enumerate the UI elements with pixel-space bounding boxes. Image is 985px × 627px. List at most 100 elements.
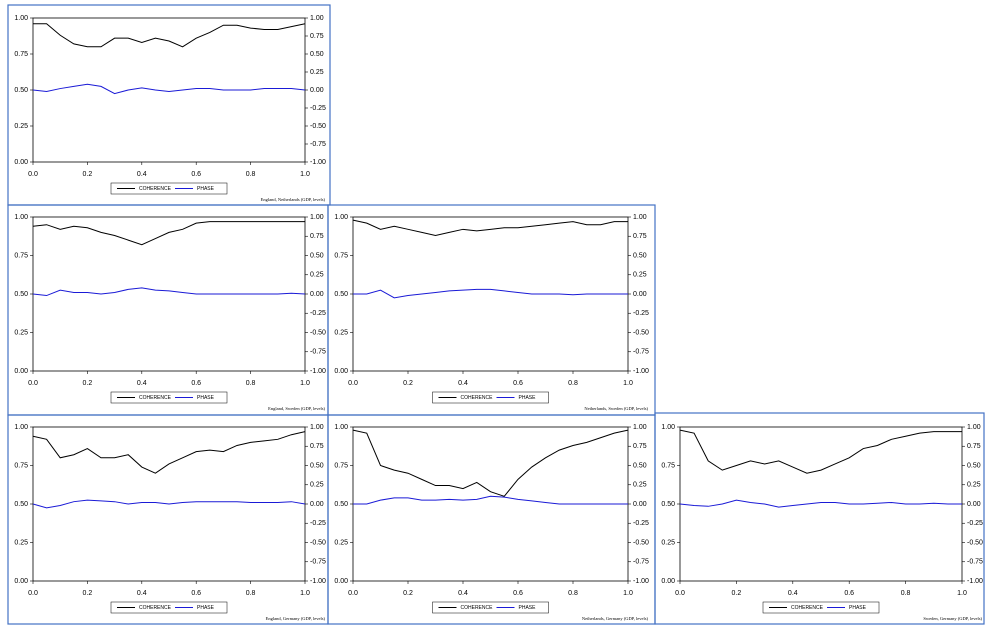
x-tick-label: 0.4	[458, 590, 468, 597]
x-tick-label: 0.6	[513, 380, 523, 387]
data-line	[353, 288, 628, 299]
x-tick-label: 0.0	[28, 380, 38, 387]
x-tick-label: 0.8	[568, 380, 578, 387]
y2-tick-label: -0.25	[310, 105, 326, 112]
y-tick-label: 1.00	[14, 15, 28, 22]
legend-label: COHERENCE	[791, 605, 824, 611]
y-tick-label: 0.50	[14, 501, 28, 508]
data-line	[352, 429, 629, 497]
legend-box	[110, 182, 228, 195]
data-line	[679, 429, 962, 474]
legend-label: COHERENCE	[139, 395, 172, 401]
y-tick-label: 0.50	[14, 291, 28, 298]
y2-tick-label: 0.50	[633, 462, 647, 469]
y-tick-label: 0.25	[14, 329, 28, 336]
y2-tick-label: 0.25	[310, 482, 324, 489]
y2-tick-label: -0.50	[633, 539, 649, 546]
x-tick-label: 0.2	[83, 171, 93, 178]
y-tick-label: 0.75	[14, 252, 28, 259]
x-tick-label: 0.8	[568, 590, 578, 597]
legend-box	[432, 391, 549, 404]
caption: Netherlands, Sweden (GDP, levels)	[584, 406, 648, 412]
caption: Sweden, Germany (GDP, levels)	[923, 616, 982, 622]
y2-tick-label: -0.75	[310, 559, 326, 566]
data-line	[33, 23, 306, 48]
x-tick-label: 1.0	[300, 171, 310, 178]
y2-tick-label: 1.00	[633, 214, 647, 221]
data-line	[352, 219, 628, 236]
y-tick-label: 0.00	[14, 159, 28, 166]
y2-tick-label: 0.50	[967, 462, 981, 469]
plot-frame	[32, 17, 306, 163]
x-tick-label: 0.6	[513, 590, 523, 597]
y-tick-label: 0.00	[661, 578, 675, 585]
y2-tick-label: -0.25	[310, 310, 326, 317]
caption: England, Netherlands (GDP, levels)	[261, 197, 326, 203]
y-tick-label: 0.50	[661, 501, 675, 508]
y-tick-label: 1.00	[661, 424, 675, 431]
x-tick-label: 1.0	[623, 380, 633, 387]
y2-tick-label: 0.50	[310, 51, 324, 58]
y2-tick-label: -0.25	[967, 520, 983, 527]
x-tick-label: 0.0	[348, 380, 358, 387]
y2-tick-label: -0.50	[967, 539, 983, 546]
x-tick-label: 0.2	[83, 590, 93, 597]
panel-frame	[7, 4, 331, 206]
x-tick-label: 0.6	[844, 590, 854, 597]
y2-tick-label: 1.00	[310, 214, 324, 221]
legend-label: PHASE	[197, 605, 215, 611]
y-tick-label: 1.00	[14, 214, 28, 221]
legend-box	[432, 601, 549, 614]
panel-frame	[7, 414, 329, 625]
y2-tick-label: -0.50	[310, 123, 326, 130]
y2-tick-label: -0.75	[310, 141, 326, 148]
legend-label: COHERENCE	[461, 605, 494, 611]
legend-label: PHASE	[197, 395, 215, 401]
y2-tick-label: -1.00	[310, 578, 326, 585]
data-line	[32, 287, 306, 297]
y2-tick-label: 0.00	[310, 291, 324, 298]
x-tick-label: 0.8	[246, 171, 256, 178]
y2-tick-label: 0.75	[310, 33, 324, 40]
legend-box	[110, 601, 228, 614]
legend-box	[110, 391, 228, 404]
data-line	[32, 499, 306, 509]
y2-tick-label: 0.00	[633, 501, 647, 508]
x-tick-label: 0.2	[403, 590, 413, 597]
x-tick-label: 1.0	[300, 380, 310, 387]
y-tick-label: 0.75	[334, 462, 348, 469]
y-tick-label: 0.00	[14, 368, 28, 375]
x-tick-label: 0.4	[458, 380, 468, 387]
data-line	[353, 495, 628, 505]
y-tick-label: 1.00	[14, 424, 28, 431]
data-line	[32, 431, 306, 474]
y-tick-label: 0.75	[14, 462, 28, 469]
y2-tick-label: 0.75	[310, 443, 324, 450]
y-tick-label: 0.00	[14, 578, 28, 585]
x-tick-label: 0.4	[137, 171, 147, 178]
y2-tick-label: -0.50	[633, 329, 649, 336]
y2-tick-label: -0.75	[967, 559, 983, 566]
y2-tick-label: 0.50	[310, 462, 324, 469]
data-line	[32, 221, 305, 246]
x-tick-label: 0.2	[732, 590, 742, 597]
y2-tick-label: -0.50	[310, 329, 326, 336]
caption: Netherlands, Germany (GDP, levels)	[582, 616, 649, 622]
legend-label: COHERENCE	[139, 605, 172, 611]
y-tick-label: 0.25	[334, 329, 348, 336]
y2-tick-label: 1.00	[310, 424, 324, 431]
y-tick-label: 1.00	[334, 214, 348, 221]
x-tick-label: 1.0	[957, 590, 967, 597]
y2-tick-label: 0.25	[310, 272, 324, 279]
legend-box	[762, 601, 880, 614]
y-tick-label: 0.75	[14, 51, 28, 58]
y2-tick-label: -0.25	[633, 520, 649, 527]
y2-tick-label: -1.00	[633, 578, 649, 585]
y-tick-label: 0.50	[334, 291, 348, 298]
y-tick-label: 0.75	[334, 252, 348, 259]
panel-frame	[327, 204, 656, 416]
x-tick-label: 0.2	[83, 380, 93, 387]
y2-tick-label: -1.00	[310, 159, 326, 166]
y2-tick-label: -1.00	[633, 368, 649, 375]
